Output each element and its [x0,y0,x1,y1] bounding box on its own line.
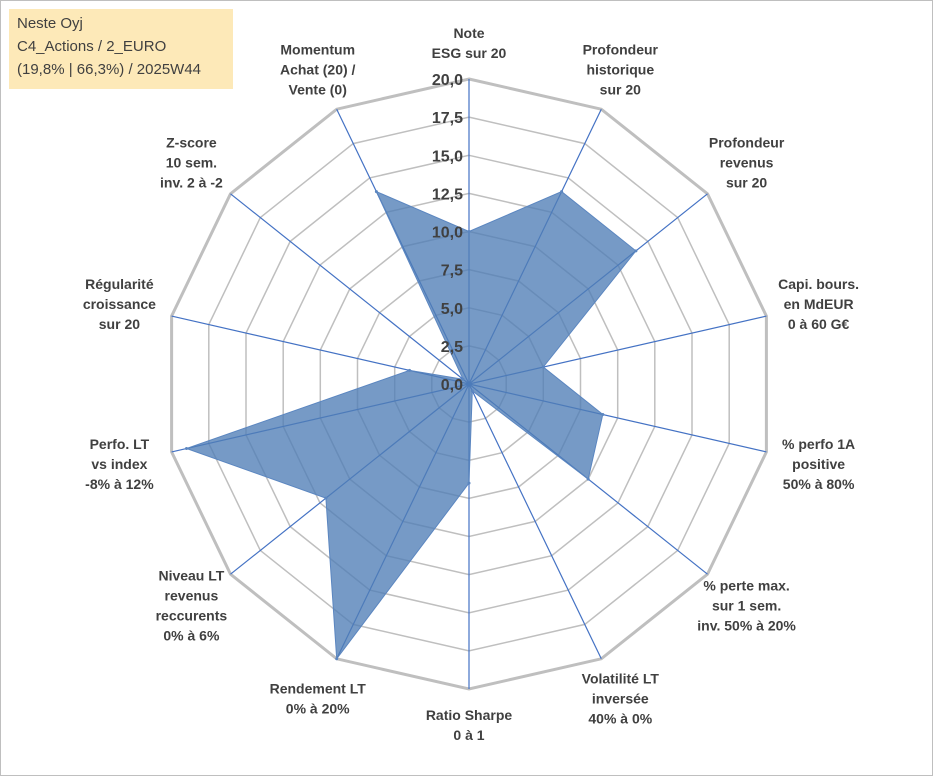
series-point [335,657,339,661]
axis-label: % perfo 1A positive 50% à 80% [782,436,855,492]
axis-label-line: revenus [165,587,219,603]
axis-label-line: Niveau LT [158,567,224,583]
tick-label: 12,5 [432,186,463,203]
series-point [185,447,188,450]
axis-label-line: Z-score [166,135,217,151]
axis-label-line: sur 20 [600,82,641,98]
axis-label-line: 50% à 80% [783,476,855,492]
tick-label: 17,5 [432,110,463,127]
radar-tick-labels: 0,0 2,5 5,0 7,5 10,0 12,5 15,0 17,5 20,0 [432,72,463,394]
axis-label-line: croissance [83,296,156,312]
series-point [586,477,590,481]
axis-label-line: Profondeur [583,42,659,58]
tick-label: 10,0 [432,225,463,242]
axis-label-line: 10 sem. [166,155,217,171]
tick-label: 7,5 [441,263,463,280]
tick-label: 20,0 [432,72,463,89]
axis-label: Profondeur historique sur 20 [583,42,659,98]
axis-label: % perte max. sur 1 sem. inv. 50% à 20% [697,577,796,633]
axis-label-line: inv. 2 à -2 [160,175,223,191]
axis-label-line: Vente (0) [289,82,347,98]
axis-label: Momentum Achat (20) / Vente (0) [280,42,356,98]
axis-label-line: sur 20 [726,175,767,191]
radar-series [184,190,638,661]
axis-label: Ratio Sharpe 0 à 1 [426,707,513,743]
axis-label: Rendement LT 0% à 20% [270,680,367,716]
axis-label-line: 0% à 6% [163,627,220,643]
axis-label-line: ESG sur 20 [432,45,507,61]
series-point [408,368,411,372]
axis-label-line: Note [453,25,484,41]
stock-category: C4_Actions / 2_EURO [17,38,167,55]
series-area [184,190,637,661]
axis-label-line: 40% à 0% [588,710,652,726]
axis-label: Régularité croissance sur 20 [83,276,156,332]
tick-label: 15,0 [432,148,463,165]
axis-label-line: inv. 50% à 20% [697,617,796,633]
axis-label-line: sur 20 [99,316,140,332]
series-point [470,389,474,393]
axis-label: Z-score 10 sem. inv. 2 à -2 [160,135,223,191]
axis-label-line: positive [792,456,845,472]
axis-label-line: en MdEUR [784,296,854,312]
axis-label: Niveau LT revenus reccurents 0% à 6% [156,567,228,643]
axis-label: Capi. bours. en MdEUR 0 à 60 G€ [778,276,859,332]
series-point [560,190,564,194]
axis-label-line: Momentum [280,42,355,58]
axis-label-line: inversée [592,690,649,706]
axis-spoke [230,193,470,385]
axis-label-line: 0% à 20% [286,700,350,716]
series-point [374,190,378,194]
axis-label-line: historique [586,62,654,78]
radar-axis-labels: Note ESG sur 20 Profondeur historique sur 20… [83,25,859,743]
axis-label-line: % perfo 1A [782,436,855,452]
axis-label-line: Profondeur [709,135,785,151]
axis-label-line: Perfo. LT [90,436,150,452]
tick-label: 0,0 [441,377,463,394]
series-point [461,377,465,381]
info-box: Neste Oyj C4_Actions / 2_EURO (19,8% | 6… [9,9,233,89]
axis-label-line: sur 1 sem. [712,597,781,613]
tick-label: 2,5 [441,339,463,356]
axis-label-line: 0 à 1 [453,727,484,743]
axis-label: Volatilité LT inversée 40% à 0% [582,670,660,726]
axis-label: Perfo. LT vs index -8% à 12% [85,436,154,492]
axis-label-line: reccurents [156,607,228,623]
axis-spoke [468,383,602,660]
axis-label-line: 0 à 60 G€ [788,316,850,332]
axis-label-line: revenus [720,155,774,171]
series-point [467,230,471,233]
series-point [634,249,638,253]
axis-label-line: Achat (20) / [280,62,356,78]
tick-label: 5,0 [441,301,463,318]
axis-label-line: Régularité [85,276,154,292]
axis-label-line: Capi. bours. [778,276,859,292]
axis-label-line: Rendement LT [270,680,367,696]
axis-label-line: % perte max. [703,577,789,593]
stock-name: Neste Oyj [17,15,83,32]
axis-label-line: vs index [91,456,147,472]
series-point [601,413,605,416]
series-point [324,496,328,500]
stock-stats: (19,8% | 66,3%) / 2025W44 [17,61,201,78]
axis-label-line: -8% à 12% [85,476,154,492]
series-point [467,481,471,485]
axis-label-line: Ratio Sharpe [426,707,513,723]
axis-label: Profondeur revenus sur 20 [709,135,785,191]
series-point [541,365,545,369]
axis-label-line: Volatilité LT [582,670,660,686]
axis-label: Note ESG sur 20 [432,25,507,61]
